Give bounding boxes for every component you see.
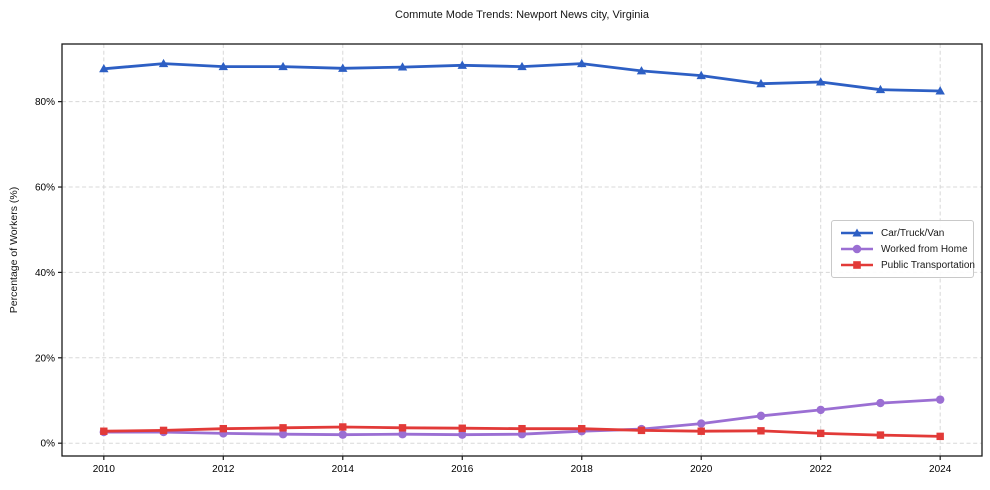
chart-title: Commute Mode Trends: Newport News city, … [395, 9, 649, 21]
series-car-truck-van-marker [636, 66, 647, 75]
legend: Car/Truck/Van Worked from Home Public Tr… [831, 220, 975, 278]
series-public-transportation-marker [219, 424, 227, 433]
series-car-truck-van-marker [457, 60, 467, 69]
triangle-marker-icon [841, 228, 873, 237]
series-car-truck-van-marker [278, 61, 288, 71]
series-public-transportation-marker [279, 424, 287, 432]
x-tick-label: 2014 [332, 464, 355, 475]
legend-label: Car/Truck/Van [881, 227, 945, 239]
series-public-transportation-marker [398, 424, 407, 432]
series-worked-from-home-marker [876, 398, 885, 408]
series-public-transportation-marker [936, 432, 944, 441]
series-car-truck-van-marker [338, 63, 348, 72]
y-tick-label: 0% [41, 439, 56, 450]
series-car-truck-van-marker [397, 62, 408, 71]
series-worked-from-home-marker [756, 411, 766, 421]
series-car-truck-van-marker [935, 86, 945, 95]
legend-label: Worked from Home [881, 243, 968, 255]
plot-frame [61, 43, 983, 457]
series-car-truck-van-marker [218, 61, 228, 71]
square-marker-icon [841, 261, 873, 269]
series-car-truck-van-marker [756, 78, 766, 88]
series-worked-from-home-marker [338, 430, 347, 439]
series-public-transportation-marker [578, 424, 586, 433]
y-tick-label: 40% [35, 268, 55, 279]
legend-item-car-truck-van: Car/Truck/Van [840, 227, 965, 239]
series-worked-from-home-marker [935, 395, 945, 404]
series-worked-from-home-marker [458, 430, 467, 439]
series-car-truck-van-marker [816, 77, 826, 86]
x-tick-label: 2020 [690, 464, 713, 475]
series-worked-from-home-marker [816, 405, 825, 415]
series-public-transportation-marker [159, 426, 168, 435]
legend-item-worked-from-home: Worked from Home [840, 243, 968, 255]
series-public-transportation-marker [637, 426, 646, 435]
x-tick-label: 2024 [929, 464, 952, 475]
series-car-truck-van-marker [875, 84, 886, 94]
series-public-transportation-marker [697, 427, 705, 435]
series-car-truck-van-marker [696, 70, 706, 80]
series-car-truck-van-marker [517, 61, 527, 71]
x-tick-label: 2010 [93, 464, 116, 475]
series-public-transportation-marker [458, 424, 466, 432]
series-car-truck-van-marker [158, 58, 169, 68]
circle-marker-icon [841, 244, 873, 254]
x-tick-label: 2018 [571, 464, 594, 475]
series-worked-from-home-marker [278, 430, 288, 439]
x-tick-label: 2022 [810, 464, 833, 475]
series-public-transportation-marker [876, 431, 885, 439]
x-tick-label: 2012 [212, 464, 235, 475]
y-tick-label: 20% [35, 353, 55, 364]
y-tick-label: 80% [35, 97, 55, 108]
y-tick-label: 60% [35, 183, 55, 194]
series-public-transportation-marker [757, 427, 765, 435]
series-worked-from-home-marker [398, 430, 407, 439]
series-car-truck-van-marker [99, 63, 109, 73]
series-car-truck-van-marker [577, 58, 587, 68]
series-public-transportation-marker [100, 427, 108, 435]
series-worked-from-home-marker [697, 419, 706, 428]
series-public-transportation-marker [518, 424, 526, 433]
series-public-transportation-marker [339, 423, 347, 431]
x-tick-label: 2016 [451, 464, 474, 475]
legend-item-public-transportation: Public Transportation [840, 259, 975, 271]
legend-label: Public Transportation [881, 259, 975, 271]
series-public-transportation-marker [817, 429, 825, 438]
